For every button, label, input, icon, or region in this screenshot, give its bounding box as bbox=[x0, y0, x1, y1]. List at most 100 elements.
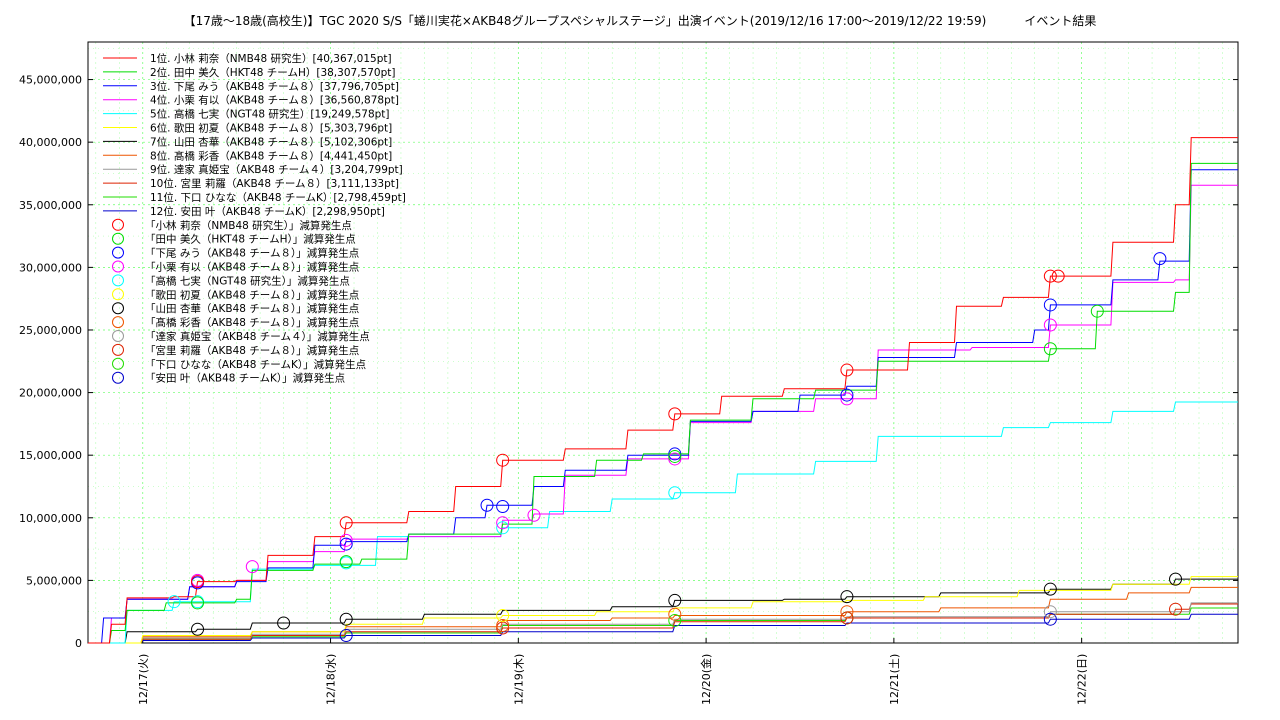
deduction-marker bbox=[1043, 612, 1057, 626]
deduction-marker bbox=[1043, 269, 1057, 283]
legend-marker-swatch bbox=[112, 218, 124, 231]
deduction-marker bbox=[668, 447, 682, 461]
grid-lines bbox=[88, 42, 1238, 643]
deduction-marker bbox=[668, 452, 682, 466]
legend-marker-entry: 「田中 美久（HKT48 チームH）」減算発生点 bbox=[145, 233, 356, 246]
legend-entry: 7位. 山田 杏華（AKB48 チーム８）[5,102,306pt] bbox=[150, 135, 392, 148]
legend-marker-entry: 「山田 杏華（AKB48 チーム８）」減算発生点 bbox=[145, 302, 359, 315]
legend-marker-swatch bbox=[112, 302, 124, 315]
legend-entry: 6位. 歌田 初夏（AKB48 チーム８）[5,303,796pt] bbox=[150, 122, 392, 135]
legend-marker-swatch bbox=[112, 343, 124, 356]
series-line bbox=[88, 169, 1238, 644]
y-tick-label: 25,000,000 bbox=[19, 324, 82, 337]
y-tick-label: 45,000,000 bbox=[19, 74, 82, 87]
legend-marker-entry: 「安田 叶（AKB48 チームK）」減算発生点 bbox=[145, 372, 345, 385]
legend-marker-swatch bbox=[112, 260, 124, 273]
legend-marker-entry: 「高橋 七実（NGT48 研究生）」減算発生点 bbox=[145, 274, 350, 287]
series-line bbox=[88, 578, 1238, 644]
deduction-marker bbox=[840, 605, 854, 619]
deduction-marker bbox=[496, 516, 510, 530]
deduction-marker bbox=[1169, 602, 1183, 616]
deduction-marker bbox=[496, 618, 510, 632]
deduction-marker bbox=[668, 613, 682, 627]
legend-marker-entry: 「達家 真姫宝（AKB48 チーム４）」減算発生点 bbox=[145, 330, 370, 343]
series-line bbox=[88, 137, 1238, 644]
legend-entry: 11位. 下口 ひなな（AKB48 チームK）[2,798,459pt] bbox=[150, 191, 406, 204]
y-tick-label: 20,000,000 bbox=[19, 387, 82, 400]
legend-entry: 9位. 達家 真姫宝（AKB48 チーム４）[3,204,799pt] bbox=[150, 163, 403, 176]
legend-entry: 12位. 安田 叶（AKB48 チームK）[2,298,950pt] bbox=[150, 205, 385, 218]
series-lines bbox=[88, 137, 1238, 644]
deduction-marker bbox=[339, 533, 353, 547]
deduction-marker bbox=[496, 521, 510, 535]
deduction-marker bbox=[1090, 304, 1104, 318]
x-tick-label: 12/17(火) bbox=[137, 654, 150, 705]
deduction-marker bbox=[339, 556, 353, 570]
x-tick-label: 12/19(木) bbox=[512, 654, 525, 705]
legend-marker-entry: 「下口 ひなな（AKB48 チームK）」減算発生点 bbox=[145, 358, 366, 371]
deduction-marker bbox=[1043, 298, 1057, 312]
deduction-marker bbox=[1153, 252, 1167, 266]
legend-marker-swatch bbox=[112, 232, 124, 245]
legend-marker-swatch bbox=[112, 371, 124, 384]
series-line bbox=[88, 162, 1238, 644]
deduction-marker bbox=[191, 622, 205, 636]
deduction-marker bbox=[1043, 605, 1057, 619]
axes: 0 5,000,000 10,000,000 15,000,000 20,000,000… bbox=[19, 41, 1239, 705]
x-tick-label: 12/22(日) bbox=[1076, 654, 1089, 705]
series-line bbox=[88, 603, 1238, 644]
legend-entry: 1位. 小林 莉奈（NMB48 研究生）[40,367,015pt] bbox=[150, 52, 392, 65]
legend-entry: 2位. 田中 美久（HKT48 チームH）[38,307,570pt] bbox=[150, 66, 395, 79]
legend-entry: 10位. 宮里 莉羅（AKB48 チーム８）[3,111,133pt] bbox=[150, 177, 399, 190]
deduction-marker bbox=[167, 595, 181, 609]
deduction-marker bbox=[668, 593, 682, 607]
legend-marker-entry: 「下尾 みう（AKB48 チーム８）」減算発生点 bbox=[145, 247, 359, 260]
legend-marker-swatch bbox=[112, 316, 124, 329]
legend-marker-swatch bbox=[112, 246, 124, 259]
legend-entry: 4位. 小栗 有以（AKB48 チーム８）[36,560,878pt] bbox=[150, 94, 399, 107]
legend-entry: 8位. 髙橋 彩香（AKB48 チーム８）[4,441,450pt] bbox=[150, 149, 392, 162]
deduction-marker bbox=[245, 560, 259, 574]
deduction-marker bbox=[496, 500, 510, 514]
legend-marker-swatch bbox=[112, 357, 124, 370]
legend-marker-entry: 「小林 莉奈（NMB48 研究生）」減算発生点 bbox=[145, 219, 352, 232]
series-line bbox=[88, 613, 1238, 644]
chart-title: 【17歳～18歳(高校生)】TGC 2020 S/S「蜷川実花×AKB48グルー… bbox=[183, 14, 1097, 28]
deduction-marker bbox=[339, 628, 353, 642]
deduction-marker bbox=[1051, 269, 1065, 283]
x-tick-label: 12/18(水) bbox=[325, 654, 338, 705]
deduction-marker bbox=[668, 449, 682, 463]
deduction-marker bbox=[840, 611, 854, 625]
x-tick-label: 12/20(金) bbox=[699, 654, 713, 705]
deduction-marker bbox=[527, 508, 541, 522]
y-tick-label: 35,000,000 bbox=[19, 199, 82, 212]
x-tick-label: 12/21(土) bbox=[888, 654, 901, 705]
y-tick-label: 15,000,000 bbox=[19, 449, 82, 462]
deduction-marker bbox=[668, 407, 682, 421]
y-tick-label: 10,000,000 bbox=[19, 512, 82, 525]
deduction-marker bbox=[1043, 318, 1057, 332]
legend-entry: 5位. 高橋 七実（NGT48 研究生）[19,249,578pt] bbox=[150, 108, 390, 121]
deduction-marker bbox=[840, 392, 854, 406]
y-tick-label: 5,000,000 bbox=[26, 574, 82, 587]
deduction-marker bbox=[840, 590, 854, 604]
legend: 1位. 小林 莉奈（NMB48 研究生）[40,367,015pt]2位. 田中… bbox=[103, 52, 406, 385]
legend-marker-swatch bbox=[112, 330, 124, 342]
deduction-marker bbox=[496, 608, 510, 622]
deduction-marker bbox=[1169, 572, 1183, 586]
series-line bbox=[88, 576, 1238, 644]
deduction-marker bbox=[339, 537, 353, 551]
deduction-markers bbox=[167, 252, 1183, 642]
deduction-marker bbox=[277, 616, 291, 630]
deduction-marker bbox=[668, 607, 682, 621]
y-tick-label: 0 bbox=[75, 637, 82, 650]
deduction-marker bbox=[339, 612, 353, 626]
deduction-marker bbox=[496, 621, 510, 635]
legend-entry: 3位. 下尾 みう（AKB48 チーム８）[37,796,705pt] bbox=[150, 80, 399, 93]
series-line bbox=[88, 602, 1238, 644]
y-tick-label: 30,000,000 bbox=[19, 261, 82, 274]
y-tick-label: 40,000,000 bbox=[19, 136, 82, 149]
deduction-marker bbox=[668, 486, 682, 500]
deduction-marker bbox=[339, 516, 353, 530]
